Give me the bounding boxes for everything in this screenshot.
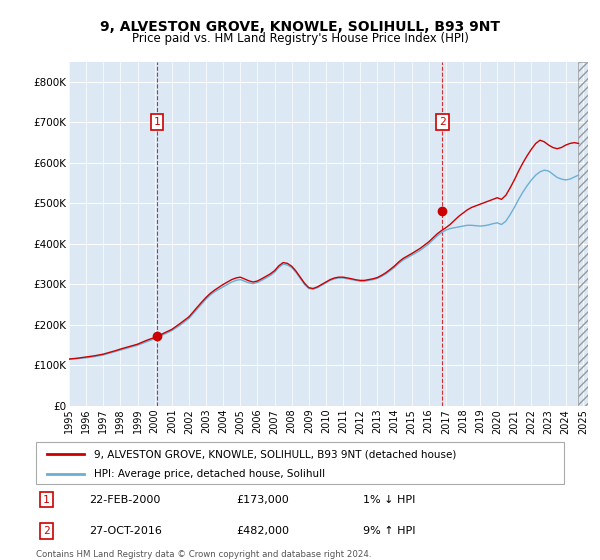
Text: 22-FEB-2000: 22-FEB-2000: [89, 494, 160, 505]
Text: Contains HM Land Registry data © Crown copyright and database right 2024.
This d: Contains HM Land Registry data © Crown c…: [36, 550, 371, 560]
Text: £173,000: £173,000: [236, 494, 289, 505]
Bar: [578, 62, 588, 406]
Text: HPI: Average price, detached house, Solihull: HPI: Average price, detached house, Soli…: [94, 469, 325, 479]
Text: 1: 1: [43, 494, 50, 505]
FancyBboxPatch shape: [36, 442, 564, 484]
Text: Price paid vs. HM Land Registry's House Price Index (HPI): Price paid vs. HM Land Registry's House …: [131, 32, 469, 45]
Text: 9, ALVESTON GROVE, KNOWLE, SOLIHULL, B93 9NT (detached house): 9, ALVESTON GROVE, KNOWLE, SOLIHULL, B93…: [94, 449, 457, 459]
Text: 1: 1: [154, 117, 160, 127]
Text: 2: 2: [43, 526, 50, 536]
Text: 9% ↑ HPI: 9% ↑ HPI: [364, 526, 416, 536]
Text: £482,000: £482,000: [236, 526, 290, 536]
Text: 1% ↓ HPI: 1% ↓ HPI: [364, 494, 416, 505]
Bar: [578, 62, 588, 406]
Bar: [578, 62, 588, 406]
Text: 2: 2: [439, 117, 446, 127]
Text: 9, ALVESTON GROVE, KNOWLE, SOLIHULL, B93 9NT: 9, ALVESTON GROVE, KNOWLE, SOLIHULL, B93…: [100, 20, 500, 34]
Text: 27-OCT-2016: 27-OCT-2016: [89, 526, 161, 536]
